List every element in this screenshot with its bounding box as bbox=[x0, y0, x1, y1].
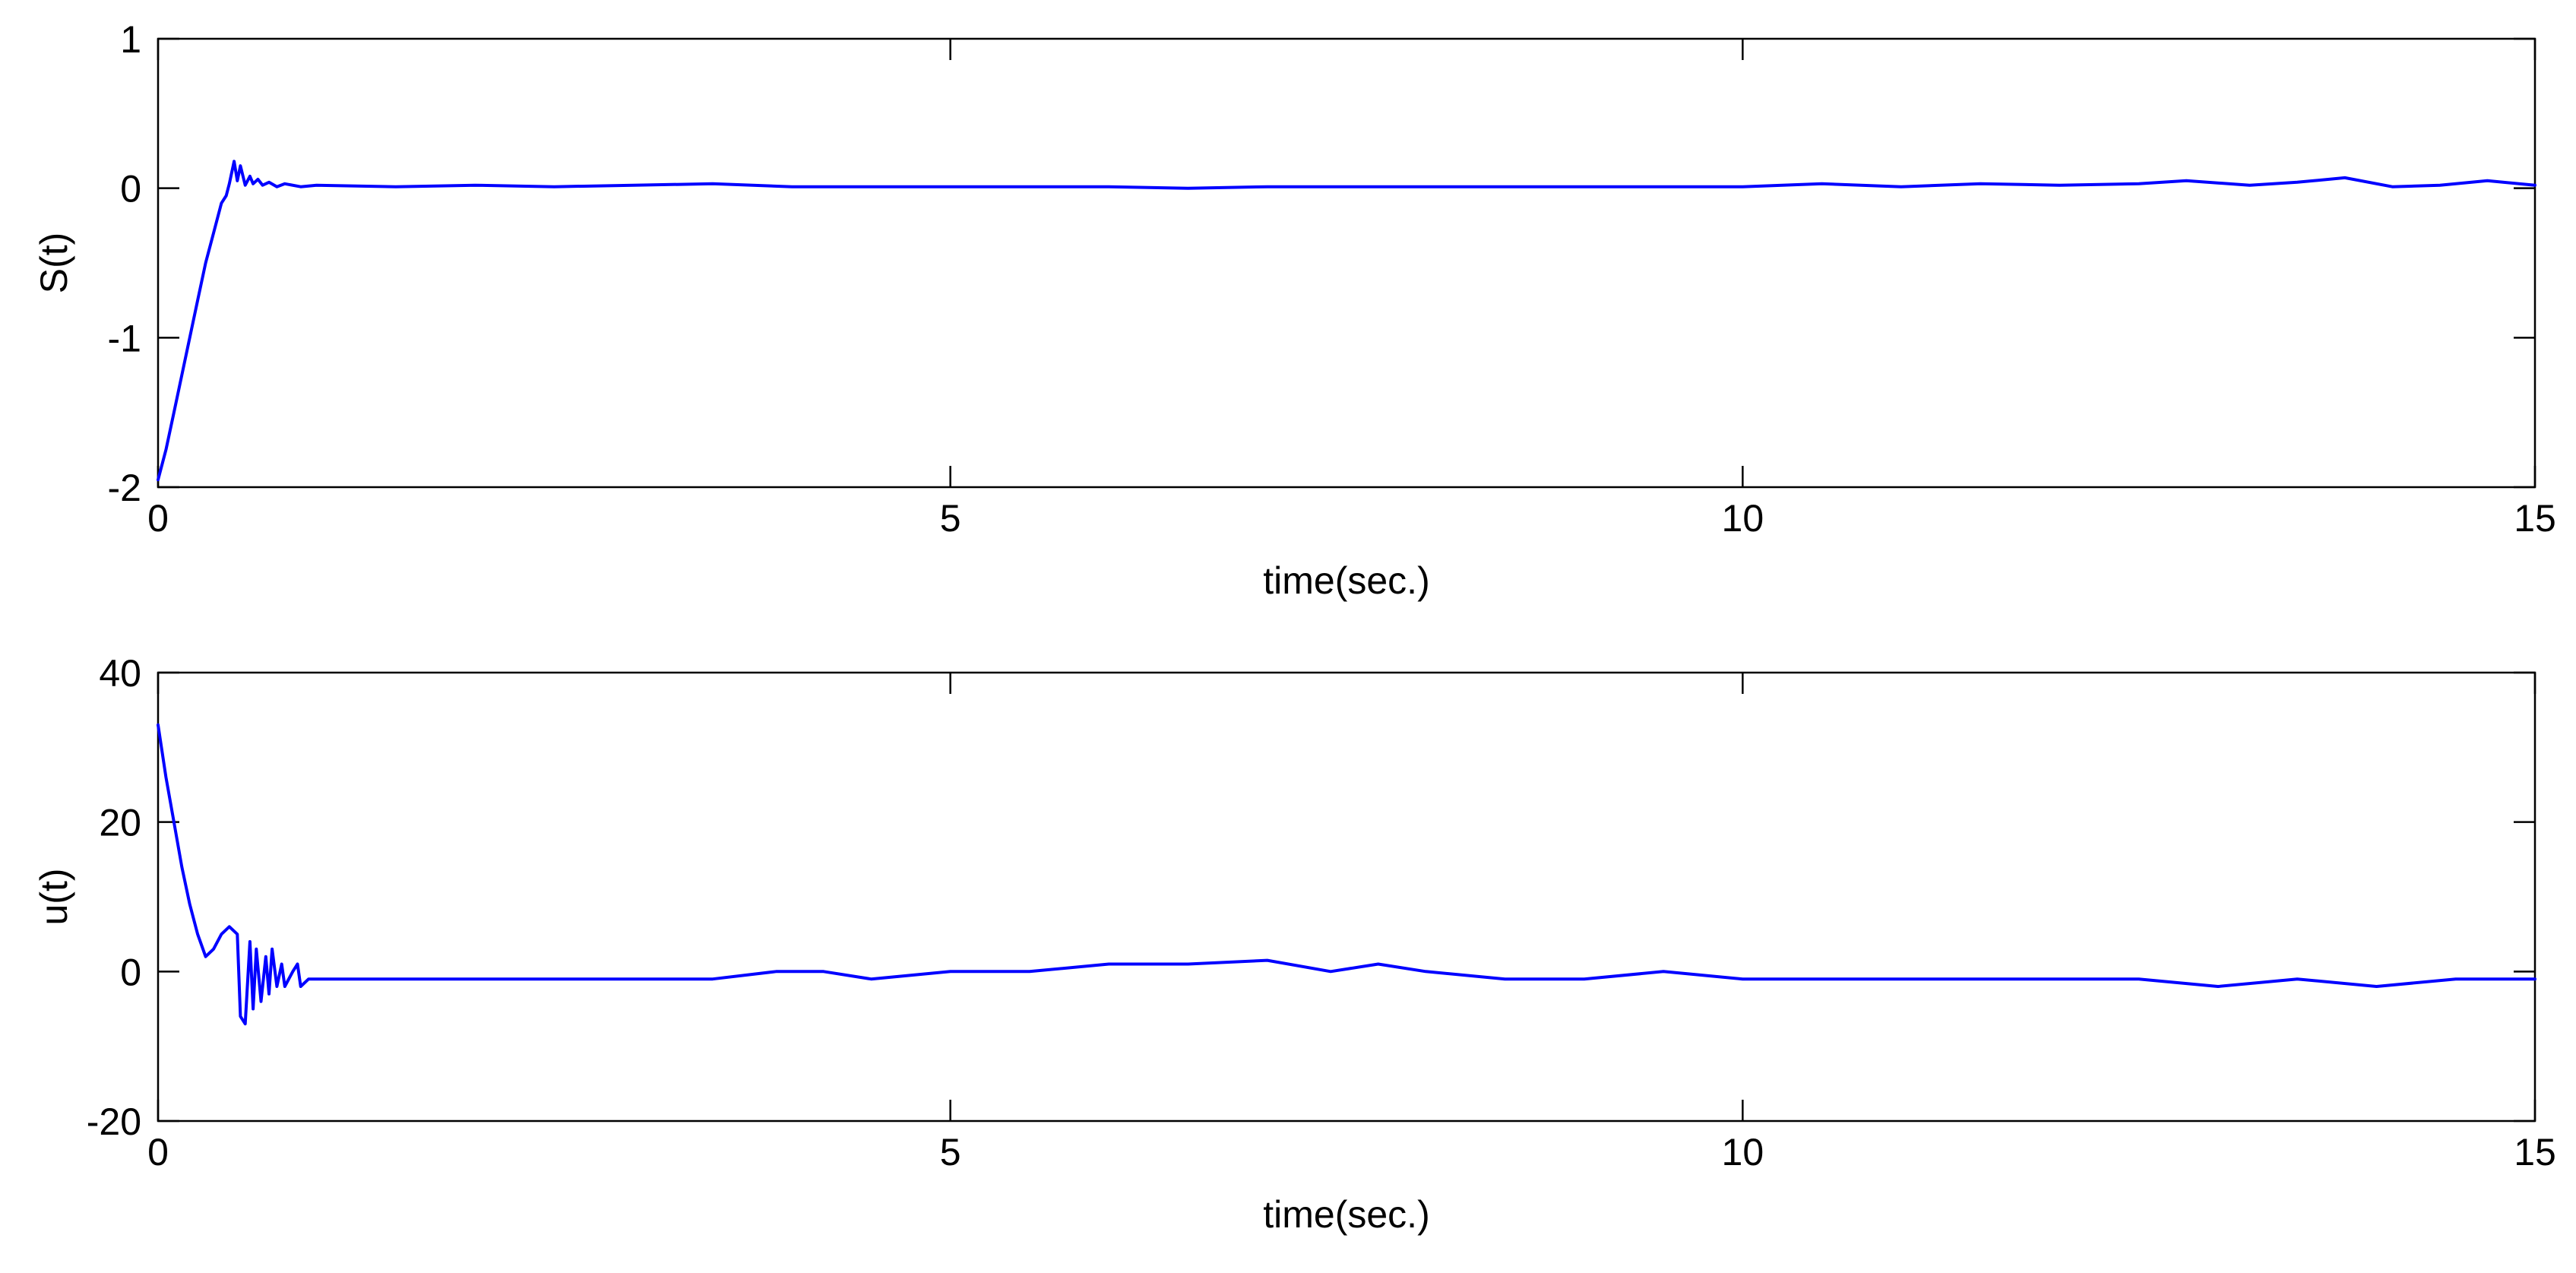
x-tick-label: 5 bbox=[940, 1131, 961, 1173]
x-tick-label: 5 bbox=[940, 497, 961, 540]
y-tick-label: -2 bbox=[108, 467, 141, 509]
x-tick-label: 10 bbox=[1722, 1131, 1764, 1173]
y-tick-label: 0 bbox=[120, 168, 141, 211]
y-tick-label: 0 bbox=[120, 951, 141, 993]
x-tick-label: 0 bbox=[147, 1131, 169, 1173]
plot-s-of-t: 0 5 10 15 -2 -1 0 1 time(sec.) S(t) bbox=[33, 18, 2556, 602]
y-tick-label: 40 bbox=[99, 652, 141, 695]
series-line bbox=[157, 723, 2536, 1026]
x-tick-label: 15 bbox=[2514, 1131, 2556, 1173]
axes-box bbox=[157, 37, 2536, 489]
y-tick-label: -20 bbox=[87, 1100, 141, 1143]
series-line bbox=[157, 160, 2536, 482]
x-tick-label: 0 bbox=[147, 497, 169, 540]
axes-box bbox=[157, 671, 2536, 1123]
y-axis-label: u(t) bbox=[33, 869, 75, 926]
y-tick-label: 20 bbox=[99, 802, 141, 844]
x-tick-label: 10 bbox=[1722, 497, 1764, 540]
y-tick-label: 1 bbox=[120, 18, 141, 61]
x-tick-label: 15 bbox=[2514, 497, 2556, 540]
x-axis-label: time(sec.) bbox=[1263, 559, 1429, 602]
y-axis-label: S(t) bbox=[33, 233, 75, 294]
x-axis-label: time(sec.) bbox=[1263, 1193, 1429, 1236]
y-tick-label: -1 bbox=[108, 317, 141, 359]
